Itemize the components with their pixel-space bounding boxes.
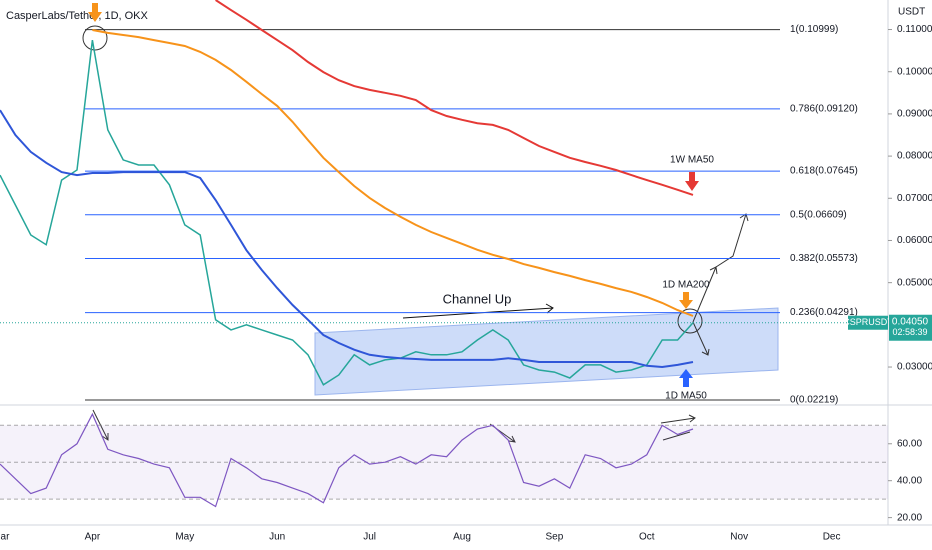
down-arrow	[685, 172, 699, 191]
y-tick-label: 0.05000	[897, 277, 932, 288]
channel	[314, 307, 779, 396]
rsi-arrow	[662, 431, 691, 441]
ma-label: 1D MA50	[665, 391, 707, 402]
x-tick-label: Jul	[363, 532, 376, 543]
chart-title: CasperLabs/Tether, 1D, OKX	[6, 10, 149, 22]
countdown-label: 02:58:39	[892, 327, 927, 337]
x-tick-label: Jun	[269, 532, 285, 543]
fib-label: 0.236(0.04291)	[790, 307, 858, 318]
x-tick-label: May	[175, 532, 194, 543]
fib-label: 0(0.02219)	[790, 395, 838, 406]
down-arrow	[88, 3, 102, 22]
x-tick-label: Oct	[639, 532, 655, 543]
symbol-badge-label: CSPRUSDT	[843, 317, 893, 327]
up-arrow	[679, 369, 693, 387]
ma-line	[92, 29, 694, 317]
x-tick-label: Aug	[453, 532, 471, 543]
x-tick-label: Apr	[85, 532, 101, 543]
highlight-circle	[677, 308, 703, 334]
y-tick-label: 0.10000	[897, 66, 932, 77]
y-axis-label: USDT	[898, 7, 925, 18]
fib-label: 0.382(0.05573)	[790, 253, 858, 264]
ma-line	[0, 109, 694, 369]
fib-label: 0.618(0.07645)	[790, 166, 858, 177]
y-tick-label: 0.06000	[897, 235, 932, 246]
y-tick-label: 0.08000	[897, 151, 932, 162]
rsi-arrow	[660, 414, 696, 424]
y-tick-label: 0.07000	[897, 193, 932, 204]
ma-label: 1W MA50	[670, 155, 714, 166]
y-tick-label: 0.03000	[897, 362, 932, 373]
symbol-badge	[848, 315, 888, 330]
highlight-circle	[82, 25, 108, 51]
arrow-head	[545, 303, 554, 314]
rsi-line	[0, 412, 694, 508]
y-tick-label: 0.09000	[897, 109, 932, 120]
rsi-y-tick-label: 60.00	[897, 438, 922, 449]
last-price-badge	[889, 314, 932, 341]
rsi-y-tick-label: 40.00	[897, 475, 922, 486]
x-tick-label: Dec	[823, 532, 841, 543]
projection-arrow	[692, 321, 710, 356]
ma-line	[215, 0, 694, 196]
price-line	[0, 39, 694, 386]
x-tick-label: ar	[1, 532, 11, 543]
rsi-y-tick-label: 20.00	[897, 512, 922, 523]
fib-label: 0.786(0.09120)	[790, 103, 858, 114]
last-price-label: 0.04050	[892, 316, 929, 327]
down-arrow	[679, 292, 693, 309]
channel-label: Channel Up	[443, 291, 512, 306]
fib-label: 1(0.10999)	[790, 24, 838, 35]
x-tick-label: Sep	[546, 532, 564, 543]
ma-label: 1D MA200	[662, 280, 710, 291]
fib-label: 0.5(0.06609)	[790, 209, 847, 220]
projection-arrow	[715, 213, 749, 268]
x-tick-label: Nov	[730, 532, 748, 543]
y-tick-label: 0.11000	[897, 24, 932, 35]
